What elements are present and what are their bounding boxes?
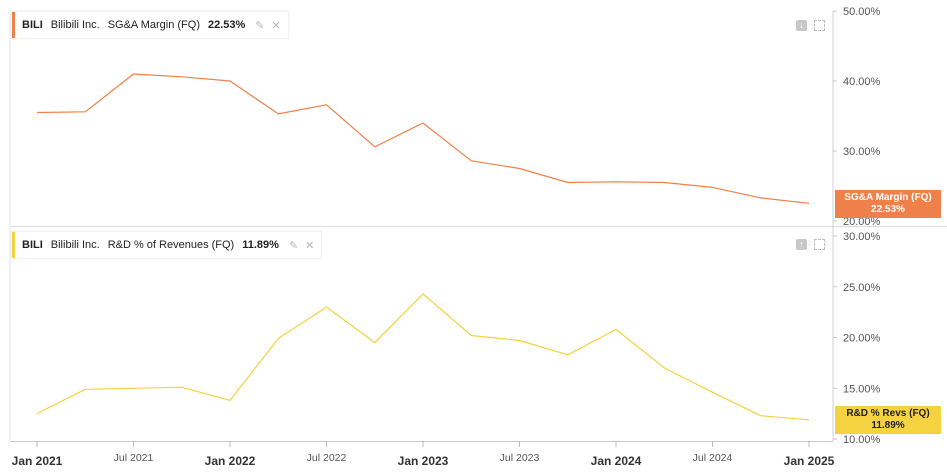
legend-rnd-revenues: BILI Bilibili Inc. R&D % of Revenues (FQ…: [11, 231, 323, 259]
y-tick-label: 50.00%: [843, 6, 881, 18]
data-point: [711, 391, 713, 393]
legend-company: Bilibili Inc.: [50, 239, 100, 251]
legend-sga-margin: BILI Bilibili Inc. SG&A Margin (FQ) 22.5…: [11, 11, 289, 39]
data-point: [760, 197, 762, 199]
data-point: [808, 419, 810, 421]
rnd-revenues-line: [36, 293, 810, 421]
data-point: [36, 412, 38, 414]
data-point: [422, 293, 424, 295]
data-point: [325, 104, 327, 106]
sga-margin-line: [36, 73, 810, 204]
data-point: [615, 181, 617, 183]
legend-company: Bilibili Inc.: [50, 19, 100, 31]
x-tick-label: Jul 2024: [693, 452, 733, 464]
data-point: [422, 122, 424, 124]
data-point: [518, 339, 520, 341]
upload-icon[interactable]: ↑: [796, 239, 807, 250]
series-color-swatch: [12, 12, 15, 38]
legend-metric: SG&A Margin (FQ): [107, 19, 200, 31]
data-point: [84, 388, 86, 390]
data-point: [663, 367, 665, 369]
y-tick-label: 20.00%: [843, 216, 881, 228]
expand-icon[interactable]: [814, 239, 825, 250]
expand-icon[interactable]: [814, 20, 825, 31]
data-point: [277, 337, 279, 339]
data-point: [132, 387, 134, 389]
flag-value: 22.53%: [871, 204, 905, 215]
data-point: [374, 341, 376, 343]
y-tick-label: 30.00%: [843, 231, 881, 243]
y-tick-label: 25.00%: [843, 282, 881, 294]
legend-value: 11.89%: [242, 239, 279, 251]
data-point: [229, 399, 231, 401]
flag-metric: SG&A Margin (FQ): [844, 192, 932, 203]
y-tick-label: 40.00%: [843, 76, 881, 88]
x-tick-label: Jan 2021: [12, 454, 63, 468]
y-tick-label: 15.00%: [843, 383, 881, 395]
data-point: [181, 386, 183, 388]
data-point: [760, 414, 762, 416]
close-icon[interactable]: ✕: [305, 239, 315, 252]
data-point: [374, 146, 376, 148]
legend-value: 22.53%: [207, 19, 246, 31]
data-point: [808, 202, 810, 204]
y-tick-label: 10.00%: [843, 434, 881, 446]
data-point: [132, 73, 134, 75]
palette-icon[interactable]: ✎: [288, 239, 299, 252]
legend-ticker: BILI: [22, 239, 43, 251]
legend-metric: R&D % of Revenues (FQ): [107, 239, 235, 251]
y-tick-label: 30.00%: [843, 146, 881, 158]
x-tick-label: Jul 2022: [307, 452, 347, 464]
data-point: [711, 186, 713, 188]
last-value-flag-rnd: R&D % Revs (FQ) 11.89%: [835, 406, 941, 434]
close-icon[interactable]: ✕: [271, 19, 281, 32]
data-point: [663, 181, 665, 183]
x-tick-label: Jan 2024: [591, 454, 642, 468]
flag-value: 11.89%: [871, 420, 905, 431]
data-point: [325, 306, 327, 308]
data-point: [567, 181, 569, 183]
data-point: [84, 111, 86, 113]
data-point: [518, 167, 520, 169]
x-tick-label: Jul 2023: [500, 452, 540, 464]
data-point: [277, 113, 279, 115]
data-point: [470, 160, 472, 162]
data-point: [229, 80, 231, 82]
flag-metric: R&D % Revs (FQ): [846, 408, 930, 419]
last-value-flag-sga: SG&A Margin (FQ) 22.53%: [835, 190, 941, 218]
data-point: [36, 111, 38, 113]
data-point: [470, 334, 472, 336]
x-tick-label: Jan 2025: [784, 454, 835, 468]
download-icon[interactable]: ↓: [796, 20, 807, 31]
x-tick-label: Jan 2023: [398, 454, 449, 468]
y-tick-label: 20.00%: [843, 333, 881, 345]
legend-ticker: BILI: [22, 19, 43, 31]
data-point: [615, 328, 617, 330]
palette-icon[interactable]: ✎: [255, 19, 265, 32]
x-tick-label: Jan 2022: [205, 454, 256, 468]
data-point: [567, 354, 569, 356]
series-color-swatch: [12, 232, 15, 258]
x-tick-label: Jul 2021: [114, 452, 154, 464]
data-point: [181, 76, 183, 78]
